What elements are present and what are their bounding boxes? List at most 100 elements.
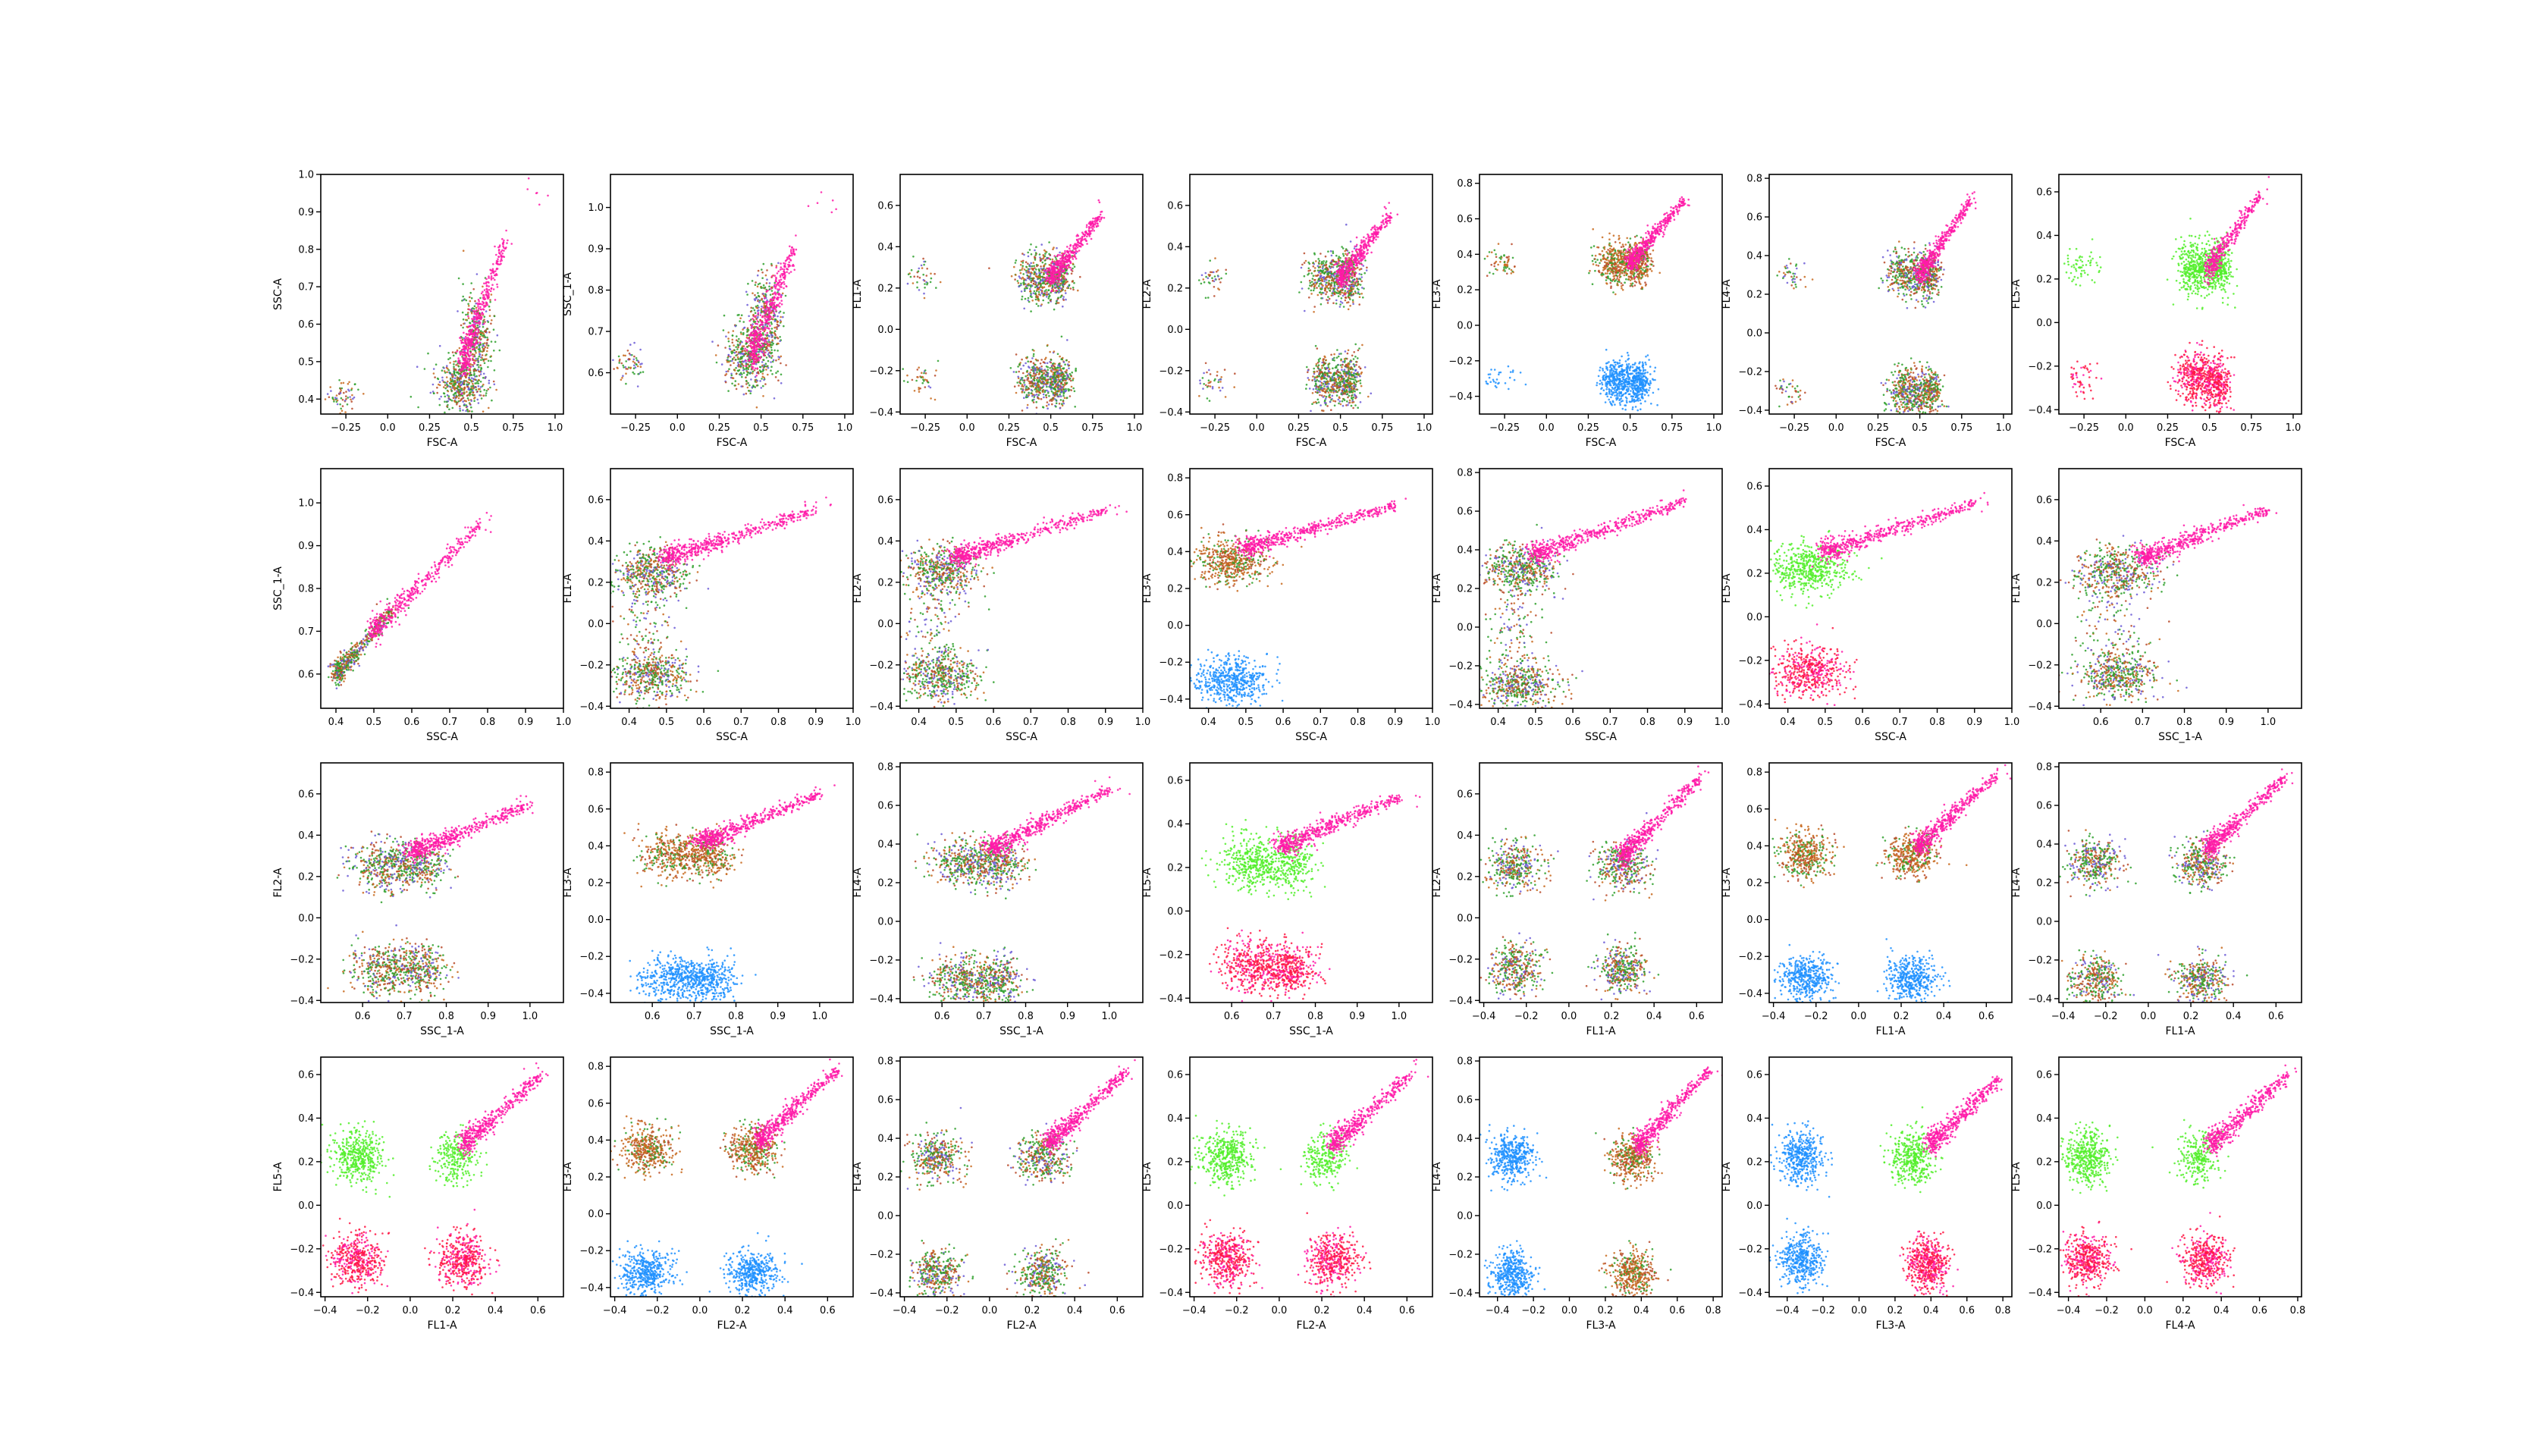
scatter-point: [324, 398, 327, 400]
scatter-point: [741, 345, 744, 348]
scatter-point: [1035, 246, 1037, 249]
scatter-point: [768, 355, 771, 358]
scatter-point: [1034, 394, 1036, 397]
scatter-point: [1050, 267, 1053, 270]
scatter-point: [779, 268, 782, 271]
scatter-point: [749, 310, 752, 313]
scatter-point: [474, 350, 477, 353]
scatter-point: [1033, 396, 1036, 398]
scatter-point: [1088, 228, 1090, 230]
scatter-point: [447, 419, 449, 422]
scatter-point: [461, 337, 463, 339]
scatter-point: [770, 302, 772, 304]
scatter-point: [1219, 378, 1222, 381]
scatter-point: [1046, 296, 1048, 298]
scatter-point: [453, 367, 455, 370]
scatter-point: [770, 312, 773, 314]
scatter-point: [459, 337, 461, 339]
scatter-point: [783, 271, 786, 274]
scatter-point: [1324, 278, 1327, 280]
scatter-point: [1032, 355, 1035, 357]
scatter-point: [753, 361, 755, 364]
scatter-point: [1086, 235, 1088, 238]
scatter-point: [478, 355, 481, 358]
scatter-point: [777, 284, 780, 287]
scatter-point: [1029, 287, 1031, 290]
scatter-point: [1207, 297, 1210, 299]
scatter-point: [1057, 302, 1060, 304]
scatter-point: [466, 349, 469, 352]
scatter-point: [770, 322, 773, 325]
scatter-point: [466, 352, 469, 354]
scatter-point: [1218, 386, 1220, 389]
scatter-point: [449, 362, 451, 364]
x-tick-label: 0.25: [419, 422, 441, 434]
scatter-point: [1055, 263, 1057, 266]
y-tick-label: 0.6: [588, 368, 604, 379]
scatter-point: [771, 339, 774, 342]
scatter-point: [912, 256, 915, 258]
scatter-point: [626, 350, 629, 352]
scatter-point: [1208, 275, 1211, 277]
scatter-point: [472, 359, 475, 362]
scatter-point: [1057, 417, 1059, 419]
scatter-point: [756, 323, 759, 325]
scatter-point: [1099, 213, 1102, 216]
y-axis-label: SSC-A: [272, 278, 284, 310]
scatter-point: [1019, 271, 1022, 275]
scatter-point: [1043, 286, 1046, 289]
scatter-point: [1035, 273, 1038, 275]
scatter-point: [1198, 279, 1200, 281]
scatter-points: [1198, 202, 1399, 414]
scatter-point: [1042, 385, 1045, 388]
scatter-point: [774, 287, 777, 290]
scatter-point: [449, 378, 452, 381]
scatter-point: [1057, 271, 1059, 274]
scatter-point: [1039, 276, 1042, 278]
scatter-point: [923, 292, 925, 295]
scatter-point: [1031, 267, 1033, 270]
scatter-point: [476, 380, 479, 383]
scatter-point: [1052, 285, 1054, 288]
scatter-point: [760, 387, 763, 389]
scatter-point: [1031, 284, 1034, 287]
scatter-point: [1039, 259, 1042, 262]
scatter-point: [1054, 384, 1057, 388]
scatter-point: [752, 350, 755, 352]
scatter-point: [1059, 262, 1062, 265]
scatter-point: [469, 388, 472, 391]
scatter-point: [1313, 287, 1316, 290]
scatter-point: [743, 326, 746, 329]
scatter-point: [1060, 279, 1063, 282]
scatter-point: [779, 286, 782, 288]
scatter-point: [752, 357, 755, 360]
scatter-point: [444, 395, 447, 398]
scatter-point: [1026, 277, 1029, 280]
scatter-point: [444, 384, 447, 387]
scatter-point: [447, 380, 449, 383]
scatter-point: [924, 386, 927, 388]
scatter-point: [1079, 237, 1082, 240]
scatter-point: [1324, 289, 1326, 292]
scatter-point: [493, 274, 496, 277]
scatter-point: [1033, 366, 1035, 368]
scatter-point: [1347, 308, 1350, 311]
scatter-point: [1048, 253, 1050, 256]
scatter-point: [493, 369, 496, 372]
scatter-point: [765, 347, 768, 350]
scatter-point: [1313, 267, 1316, 269]
scatter-point: [1208, 369, 1210, 372]
scatter-point: [1330, 260, 1333, 262]
scatter-point: [1342, 306, 1345, 308]
scatter-point: [1059, 399, 1062, 401]
scatter-point: [1043, 256, 1045, 259]
scatter-point: [759, 334, 762, 337]
scatter-point: [1061, 404, 1064, 406]
scatter-point: [1204, 271, 1207, 275]
x-tick-label: 1.0: [837, 422, 853, 434]
scatter-point: [504, 247, 507, 250]
scatter-point: [1316, 287, 1318, 289]
scatter-point: [1068, 378, 1071, 381]
scatter-point: [456, 403, 458, 406]
scatter-point: [1327, 250, 1329, 253]
